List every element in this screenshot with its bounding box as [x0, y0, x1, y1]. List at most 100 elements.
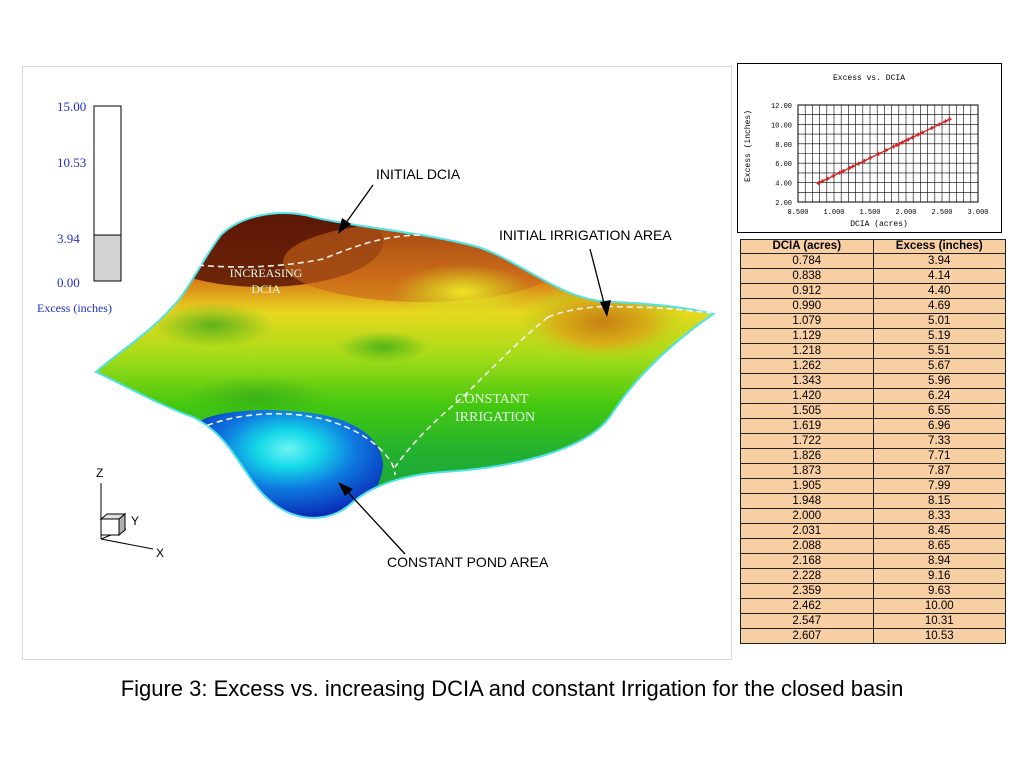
initial-irrigation-annotation: INITIAL IRRIGATION AREA: [499, 227, 672, 243]
colorbar-mid-label: 10.53: [57, 155, 86, 170]
table-cell-excess: 10.31: [872, 613, 1006, 629]
table-row: 1.343 5.96: [740, 373, 1006, 389]
table-cell-excess: 8.33: [872, 508, 1006, 524]
table-cell-excess: 9.63: [872, 583, 1006, 599]
table-row: 1.262 5.67: [740, 358, 1006, 374]
table-cell-dcia: 2.607: [740, 628, 874, 644]
chart-data-point: [883, 148, 888, 153]
chart-data-point: [900, 140, 905, 145]
initial-irrigation-arrowhead: [600, 300, 611, 317]
chart-y-tick-label: 6.00: [775, 161, 792, 169]
table-cell-excess: 8.15: [872, 493, 1006, 509]
chart-title: Excess vs. DCIA: [833, 74, 905, 83]
table-cell-excess: 5.01: [872, 313, 1006, 329]
chart-data-point: [825, 176, 830, 181]
chart-data-point: [904, 138, 908, 143]
chart-x-tick-label: 1.000: [823, 209, 844, 217]
chart-data-point: [897, 141, 902, 146]
table-row: 0.990 4.69: [740, 298, 1006, 314]
chart-xlabel: DCIA (acres): [850, 220, 908, 229]
table-row: 2.359 9.63: [740, 583, 1006, 599]
table-cell-dcia: 2.462: [740, 598, 874, 614]
table-row: 0.838 4.14: [740, 268, 1006, 284]
table-cell-excess: 8.94: [872, 553, 1006, 569]
excess-vs-dcia-chart-panel: Excess vs. DCIA DCIA (acres) Excess (inc…: [737, 63, 1002, 233]
chart-series-line: [818, 118, 950, 184]
table-cell-dcia: 2.088: [740, 538, 874, 554]
table-row: 0.784 3.94: [740, 253, 1006, 269]
table-cell-dcia: 2.168: [740, 553, 874, 569]
chart-grid: [797, 104, 979, 203]
chart-data-point: [910, 135, 915, 140]
table-row: 1.873 7.87: [740, 463, 1006, 479]
surface-outline: [94, 212, 716, 519]
table-cell-dcia: 1.948: [740, 493, 874, 509]
chart-data-point: [947, 117, 952, 122]
chart-x-tick-label: 1.500: [859, 209, 880, 217]
constant-pond-arrow: [344, 488, 406, 555]
table-row: 2.031 8.45: [740, 523, 1006, 539]
table-cell-dcia: 1.722: [740, 433, 874, 449]
pond-boundary-line: [197, 412, 396, 476]
table-cell-excess: 6.24: [872, 388, 1006, 404]
table-row: 1.948 8.15: [740, 493, 1006, 509]
table-row: 1.619 6.96: [740, 418, 1006, 434]
table-cell-dcia: 0.912: [740, 283, 874, 299]
table-cell-dcia: 1.129: [740, 328, 874, 344]
chart-data-point: [894, 143, 899, 148]
table-row: 1.826 7.71: [740, 448, 1006, 464]
table-cell-excess: 10.53: [872, 628, 1006, 644]
chart-y-tick-label: 2.00: [775, 200, 792, 208]
table-cell-dcia: 1.262: [740, 358, 874, 374]
chart-y-tick-label: 10.00: [771, 122, 792, 130]
table-cell-excess: 5.96: [872, 373, 1006, 389]
colorbar-title: Excess (inches): [37, 301, 112, 315]
table-row: 1.129 5.19: [740, 328, 1006, 344]
table-row: 1.420 6.24: [740, 388, 1006, 404]
table-header-excess: Excess (inches): [872, 239, 1006, 254]
table-cell-excess: 7.33: [872, 433, 1006, 449]
chart-x-tick-label: 2.500: [931, 209, 952, 217]
table-body: 0.784 3.94 0.838 4.14 0.912 4.40 0.990 4.69 1.07…: [740, 253, 1006, 644]
table-cell-excess: 8.65: [872, 538, 1006, 554]
table-row: 1.722 7.33: [740, 433, 1006, 449]
surface-plot-panel: INCREASING DCIA CONSTANT IRRIGATION INIT…: [22, 66, 732, 660]
table-cell-dcia: 2.359: [740, 583, 874, 599]
table-row: 2.000 8.33: [740, 508, 1006, 524]
table-row: 1.218 5.51: [740, 343, 1006, 359]
table-row: 2.462 10.00: [740, 598, 1006, 614]
chart-data-point: [850, 164, 855, 169]
table-cell-excess: 7.99: [872, 478, 1006, 494]
axis-triad: Z Y X: [96, 466, 164, 560]
table-cell-excess: 4.40: [872, 283, 1006, 299]
table-cell-dcia: 2.031: [740, 523, 874, 539]
table-cell-dcia: 2.000: [740, 508, 874, 524]
colorbar-max-label: 15.00: [57, 99, 86, 114]
chart-data-point: [820, 179, 825, 184]
surface-plot: INCREASING DCIA CONSTANT IRRIGATION INIT…: [37, 99, 716, 570]
initial-dcia-annotation: INITIAL DCIA: [376, 166, 461, 182]
chart-x-tick-label: 0.500: [787, 209, 808, 217]
chart-data-point: [916, 132, 921, 137]
colorbar-fill: [93, 234, 122, 282]
constant-irrigation-label-line1: CONSTANT: [455, 392, 529, 407]
table-cell-dcia: 2.547: [740, 613, 874, 629]
chart-data-point: [937, 122, 942, 127]
dcia-excess-table: DCIA (acres) Excess (inches) 0.784 3.94 0.…: [740, 239, 1006, 644]
colorbar-min-label: 0.00: [57, 275, 80, 290]
chart-data-point: [920, 130, 925, 135]
chart-y-tick-label: 12.00: [771, 103, 792, 111]
table-cell-dcia: 1.505: [740, 403, 874, 419]
chart-data-point: [816, 181, 821, 186]
table-cell-excess: 4.69: [872, 298, 1006, 314]
table-cell-dcia: 0.990: [740, 298, 874, 314]
table-cell-excess: 6.55: [872, 403, 1006, 419]
table-cell-excess: 5.19: [872, 328, 1006, 344]
chart-data-point: [868, 155, 873, 160]
constant-pond-arrowhead: [338, 482, 353, 496]
table-cell-excess: 9.16: [872, 568, 1006, 584]
increasing-dcia-label-line2: DCIA: [251, 282, 281, 296]
irrigation-divider-line: [394, 316, 549, 468]
table-cell-excess: 6.96: [872, 418, 1006, 434]
table-cell-dcia: 0.838: [740, 268, 874, 284]
